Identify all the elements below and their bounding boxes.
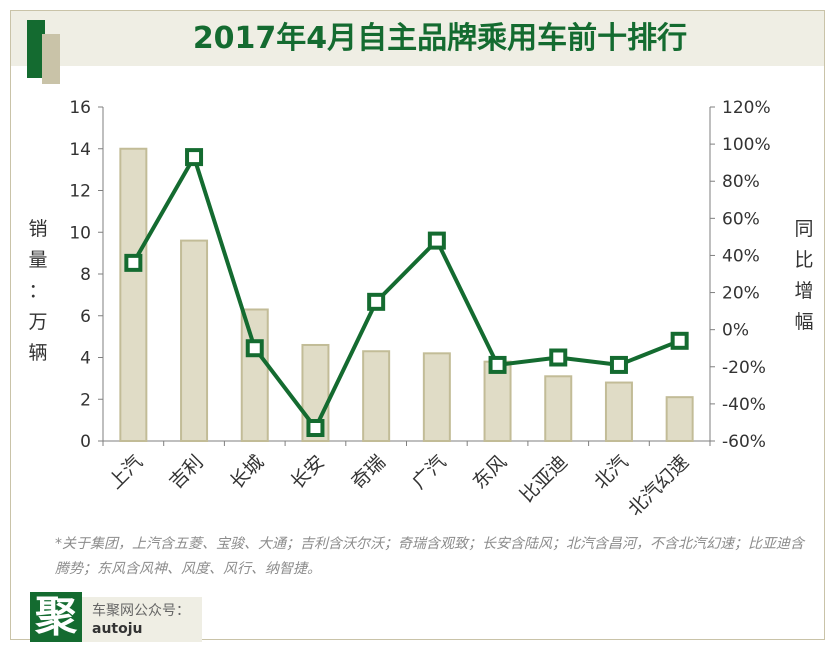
- sales-bar: [240, 308, 269, 442]
- y-tick-label: 4: [80, 349, 91, 369]
- title-band: [11, 11, 824, 66]
- x-tick-label: 比亚迪: [516, 451, 572, 507]
- sales-bar: [544, 375, 573, 443]
- sales-bar: [422, 352, 451, 443]
- growth-line: [131, 155, 681, 431]
- y-tick-label: 14: [69, 140, 91, 160]
- x-tick-label: 奇瑞: [347, 451, 389, 493]
- y-tick-label: 16: [69, 98, 91, 118]
- axis-label-char: 辆: [28, 342, 48, 364]
- growth-point: [245, 339, 264, 358]
- x-tick-label: 吉利: [165, 451, 207, 493]
- logo-account-id: autoju: [92, 621, 143, 637]
- y2-tick-label: -40%: [722, 395, 766, 415]
- x-tick-label: 长安: [287, 451, 329, 493]
- x-tick-label: 东风: [469, 451, 511, 493]
- axis-label-char: 幅: [794, 311, 814, 333]
- y2-tick-label: 120%: [722, 98, 771, 118]
- axis-label-char: 同: [794, 218, 814, 240]
- y2-tick-label: 60%: [722, 209, 760, 229]
- logo-background: [82, 597, 202, 642]
- chart-title: 2017年4月自主品牌乘用车前十排行: [192, 21, 688, 56]
- growth-point: [185, 148, 204, 167]
- y2-tick-label: -60%: [722, 432, 766, 452]
- x-tick-label: 上汽: [104, 451, 146, 493]
- logo-account-label: 车聚网公众号：: [92, 603, 190, 619]
- growth-point: [670, 331, 689, 350]
- title-decoration-khaki: [42, 34, 60, 84]
- growth-point: [124, 253, 143, 272]
- y2-axis-label: 同比增幅: [792, 214, 816, 338]
- growth-point: [306, 419, 325, 438]
- sales-bar: [180, 239, 209, 442]
- x-tick-label: 北汽幻速: [624, 451, 693, 520]
- x-tick-label: 北汽: [590, 451, 632, 493]
- logo-mark: 聚: [30, 592, 82, 642]
- growth-point: [549, 348, 568, 367]
- growth-point: [367, 292, 386, 311]
- axis-label-char: 万: [28, 311, 48, 333]
- y2-tick-label: 80%: [722, 172, 760, 192]
- growth-point: [427, 231, 446, 250]
- y2-tick-label: 20%: [722, 284, 760, 304]
- axis-label-char: ：: [28, 280, 48, 302]
- title-decoration-green: [27, 20, 45, 78]
- sales-bar: [604, 381, 633, 442]
- y-tick-label: 8: [80, 265, 91, 285]
- footnote: *关于集团，上汽含五菱、宝骏、大通；吉利含沃尔沃；奇瑞含观致；长安含陆风；北汽含…: [55, 536, 804, 577]
- y2-tick-label: 100%: [722, 135, 771, 155]
- sales-bar: [119, 147, 148, 442]
- y-axis-label: 销量 ： 万辆: [26, 214, 50, 369]
- y-tick-label: 10: [69, 223, 91, 243]
- axis-label-char: 比: [794, 249, 814, 271]
- y2-tick-label: -20%: [722, 358, 766, 378]
- axis-label-char: 量: [28, 249, 48, 271]
- growth-point: [609, 355, 628, 374]
- y2-tick-label: 40%: [722, 246, 760, 266]
- axis-label-char: 增: [794, 280, 814, 302]
- sales-bar: [362, 350, 391, 442]
- growth-point: [488, 355, 507, 374]
- y2-tick-label: 0%: [722, 321, 749, 341]
- y-tick-label: 12: [69, 182, 91, 202]
- y-tick-label: 6: [80, 307, 91, 327]
- x-tick-label: 长城: [226, 451, 268, 493]
- y-tick-label: 0: [80, 432, 91, 452]
- x-tick-label: 广汽: [408, 451, 450, 493]
- sales-bar: [665, 396, 694, 443]
- chart-frame: [10, 10, 825, 640]
- y-tick-label: 2: [80, 390, 91, 410]
- axis-label-char: 销: [28, 218, 48, 240]
